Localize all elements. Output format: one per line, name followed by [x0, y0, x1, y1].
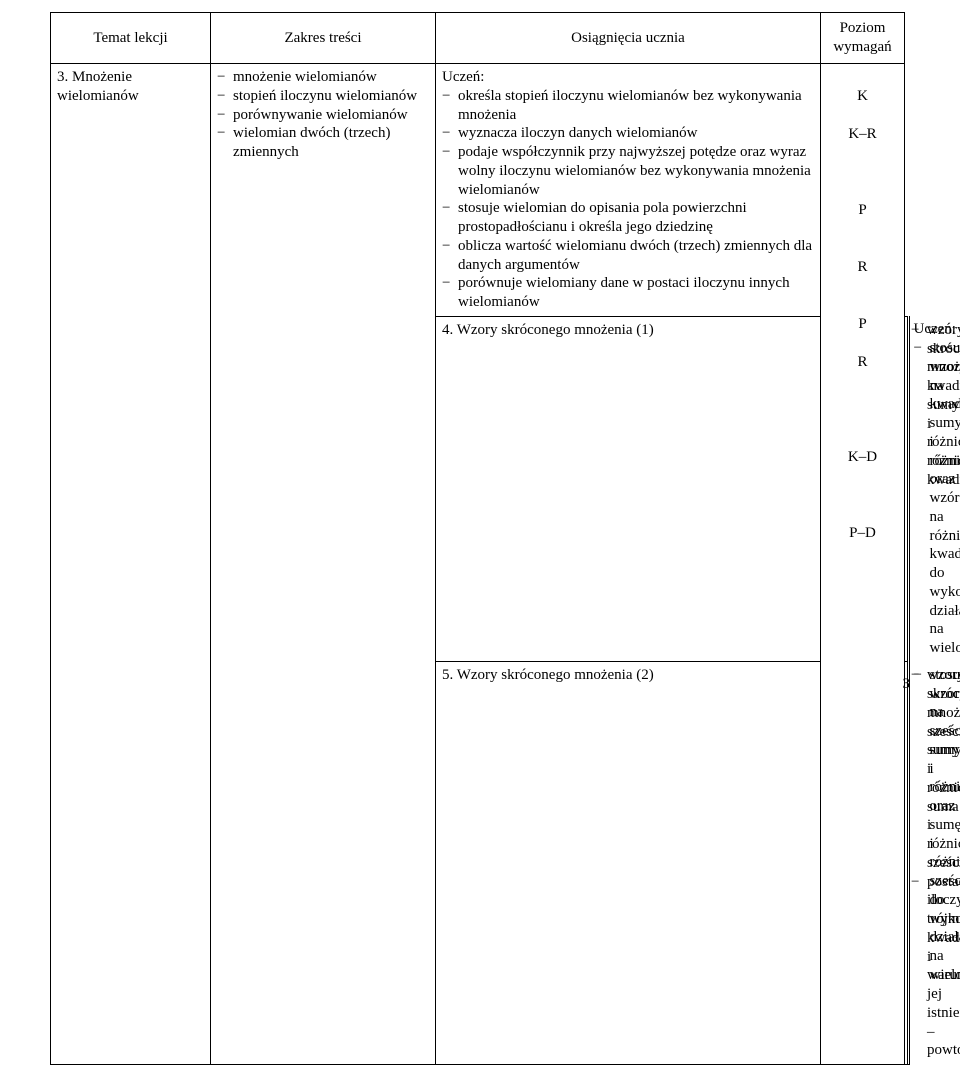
header-level: Poziom wymagań	[821, 13, 905, 64]
level-value	[827, 144, 898, 163]
header-scope: Zakres treści	[211, 13, 436, 64]
level-value: K–R	[827, 125, 898, 144]
level-value	[827, 239, 898, 258]
scope-list: mnożenie wielomianów stopień iloczynu wi…	[217, 68, 429, 162]
level-value	[827, 486, 898, 505]
header-level-line2: wymagań	[833, 39, 891, 55]
level-value: P	[827, 201, 898, 220]
level-value	[827, 410, 898, 429]
page: Temat lekcji Zakres treści Osiągnięcia u…	[0, 0, 960, 709]
scope-item: mnożenie wielomianów	[217, 68, 429, 87]
achievement-item: stosuje wzory na kwadrat sumy i różnicy …	[914, 339, 930, 658]
level-value: K	[827, 87, 898, 106]
scope-item: wielomian dwóch (trzech) zmiennych	[217, 124, 429, 162]
page-number: 3	[903, 676, 911, 693]
level-value: P–D	[827, 524, 898, 543]
level-value	[827, 296, 898, 315]
level-value	[827, 182, 898, 201]
header-level-line1: Poziom	[840, 20, 886, 36]
table-row: 3. Mnożenie wielomianów mnożenie wielomi…	[51, 64, 910, 317]
achievements-list: określa stopień iloczynu wielomianów bez…	[442, 87, 814, 312]
achievement-item: wyznacza iloczyn danych wielomianów	[442, 124, 814, 143]
level-value	[827, 467, 898, 486]
scope-item: porównywanie wielomianów	[217, 106, 429, 125]
topic-cell: 4. Wzory skróconego mnożenia (1)	[442, 322, 654, 338]
main-table: Temat lekcji Zakres treści Osiągnięcia u…	[50, 12, 910, 1065]
level-value	[827, 372, 898, 391]
achievements-label: Uczeń:	[442, 69, 484, 85]
level-value	[827, 334, 898, 353]
level-value	[827, 505, 898, 524]
level-value: R	[827, 258, 898, 277]
header-achievements: Osiągnięcia ucznia	[436, 13, 821, 64]
level-value	[827, 68, 898, 87]
level-value	[827, 277, 898, 296]
topic-cell: 5. Wzory skróconego mnożenia (2)	[442, 667, 654, 683]
table-header-row: Temat lekcji Zakres treści Osiągnięcia u…	[51, 13, 910, 64]
achievement-item: podaje współczynnik przy najwyższej potę…	[442, 143, 814, 199]
level-value	[827, 429, 898, 448]
header-topic: Temat lekcji	[51, 13, 211, 64]
level-value	[827, 106, 898, 125]
scope-item: stopień iloczynu wielomianów	[217, 87, 429, 106]
level-value	[827, 220, 898, 239]
achievement-item: oblicza wartość wielomianu dwóch (trzech…	[442, 237, 814, 275]
achievement-item: stosuje wzory na sześcian sumy i różnicy…	[914, 666, 930, 985]
achievement-item: porównuje wielomiany dane w postaci iloc…	[442, 274, 814, 312]
topic-cell: 3. Mnożenie wielomianów	[57, 69, 139, 104]
achievement-item: określa stopień iloczynu wielomianów bez…	[442, 87, 814, 125]
level-value	[827, 163, 898, 182]
level-value: R	[827, 353, 898, 372]
level-value	[827, 391, 898, 410]
level-value: P	[827, 315, 898, 334]
level-value: K–D	[827, 448, 898, 467]
achievement-item: stosuje wielomian do opisania pola powie…	[442, 199, 814, 237]
